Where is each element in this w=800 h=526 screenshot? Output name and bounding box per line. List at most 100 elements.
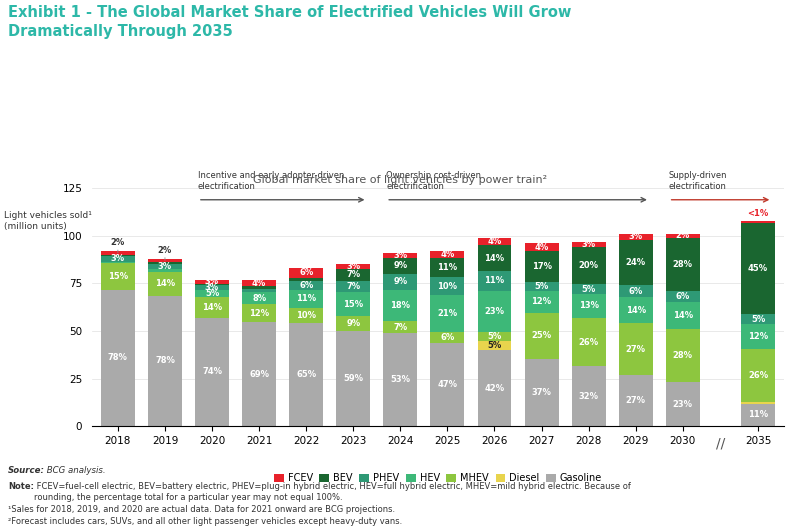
Text: Ownership cost-driven
electrification: Ownership cost-driven electrification: [386, 171, 482, 191]
Text: 4%: 4%: [252, 279, 266, 288]
Bar: [242, 305, 276, 322]
Bar: [195, 284, 229, 286]
Text: 11%: 11%: [485, 276, 505, 285]
Bar: [618, 375, 653, 426]
Text: 10%: 10%: [438, 282, 458, 291]
Text: 3%: 3%: [205, 283, 219, 292]
Text: 65%: 65%: [296, 370, 316, 379]
Bar: [618, 297, 653, 323]
Text: Supply-driven
electrification: Supply-driven electrification: [669, 171, 727, 191]
Text: 23%: 23%: [673, 400, 693, 409]
Text: 15%: 15%: [108, 272, 128, 281]
Bar: [666, 238, 700, 291]
Text: 2%: 2%: [676, 231, 690, 240]
Bar: [666, 291, 700, 302]
Text: 12%: 12%: [531, 297, 552, 307]
Bar: [195, 318, 229, 426]
Bar: [525, 291, 558, 313]
Bar: [618, 234, 653, 240]
Bar: [741, 325, 775, 349]
Bar: [525, 244, 558, 251]
Bar: [101, 251, 135, 255]
Bar: [666, 329, 700, 382]
Bar: [430, 278, 464, 295]
Bar: [572, 241, 606, 247]
Text: 6%: 6%: [299, 268, 314, 277]
Text: FCEV=fuel-cell electric, BEV=battery electric, PHEV=plug-in hybrid electric, HEV: FCEV=fuel-cell electric, BEV=battery ele…: [34, 482, 631, 502]
Text: 3%: 3%: [394, 251, 407, 260]
Bar: [618, 323, 653, 375]
Bar: [290, 268, 323, 278]
Bar: [741, 222, 775, 314]
Text: 3%: 3%: [346, 262, 360, 271]
Text: 6%: 6%: [440, 333, 454, 342]
Text: 14%: 14%: [155, 279, 175, 288]
Bar: [430, 343, 464, 426]
Text: 5%: 5%: [534, 282, 549, 291]
Bar: [290, 323, 323, 426]
Bar: [478, 290, 511, 332]
Text: 14%: 14%: [202, 303, 222, 312]
Text: 15%: 15%: [343, 299, 363, 309]
Text: 74%: 74%: [202, 367, 222, 377]
Bar: [618, 240, 653, 285]
Text: 12%: 12%: [748, 332, 768, 341]
Text: 3%: 3%: [205, 277, 219, 286]
Text: 18%: 18%: [390, 301, 410, 310]
Text: 9%: 9%: [346, 319, 360, 328]
Text: 14%: 14%: [673, 311, 693, 320]
Bar: [195, 290, 229, 297]
Bar: [242, 292, 276, 305]
Bar: [525, 359, 558, 426]
Bar: [290, 281, 323, 290]
Bar: [242, 322, 276, 426]
Text: 11%: 11%: [748, 410, 768, 419]
Text: 14%: 14%: [485, 254, 505, 262]
Text: 5%: 5%: [582, 285, 596, 294]
Bar: [336, 265, 370, 269]
Text: 27%: 27%: [626, 396, 646, 405]
Text: 13%: 13%: [578, 301, 598, 310]
Text: Note:: Note:: [8, 482, 34, 491]
Bar: [430, 251, 464, 258]
Bar: [383, 253, 418, 258]
Bar: [572, 367, 606, 426]
Text: 32%: 32%: [578, 392, 598, 401]
Bar: [101, 255, 135, 256]
Text: 47%: 47%: [438, 380, 458, 389]
Bar: [290, 278, 323, 281]
Text: ¹Sales for 2018, 2019, and 2020 are actual data. Data for 2021 onward are BCG pr: ¹Sales for 2018, 2019, and 2020 are actu…: [8, 505, 395, 514]
Text: 21%: 21%: [438, 309, 458, 318]
Bar: [741, 349, 775, 402]
Bar: [336, 331, 370, 426]
Bar: [525, 282, 558, 291]
Text: 5%: 5%: [487, 332, 502, 341]
Text: 53%: 53%: [390, 375, 410, 384]
Text: 3%: 3%: [582, 240, 596, 249]
Text: 4%: 4%: [440, 250, 454, 259]
Bar: [242, 280, 276, 286]
Text: 6%: 6%: [629, 287, 643, 296]
Bar: [101, 261, 135, 264]
Bar: [148, 272, 182, 296]
Text: ²Forecast includes cars, SUVs, and all other light passenger vehicles except hea: ²Forecast includes cars, SUVs, and all o…: [8, 517, 402, 526]
Bar: [242, 289, 276, 292]
Bar: [741, 220, 775, 222]
Text: 14%: 14%: [626, 306, 646, 315]
Bar: [572, 285, 606, 294]
Bar: [572, 318, 606, 367]
Text: 24%: 24%: [626, 258, 646, 267]
Text: 5%: 5%: [205, 289, 219, 298]
Bar: [148, 264, 182, 269]
Bar: [148, 259, 182, 262]
Bar: [741, 402, 775, 403]
Text: Light vehicles sold¹
(million units): Light vehicles sold¹ (million units): [4, 210, 92, 231]
Text: 2%: 2%: [158, 246, 172, 260]
Bar: [430, 332, 464, 343]
Text: 11%: 11%: [438, 264, 458, 272]
Text: 7%: 7%: [346, 270, 360, 279]
Bar: [383, 258, 418, 274]
Text: 78%: 78%: [108, 353, 128, 362]
Text: 3%: 3%: [158, 262, 172, 271]
Text: 5%: 5%: [751, 315, 766, 323]
